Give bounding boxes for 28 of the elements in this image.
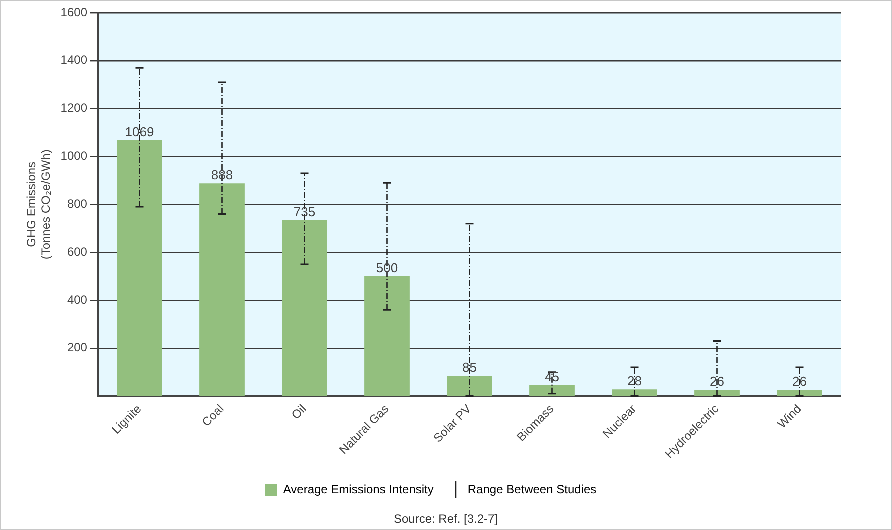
y-tick-label: 800 (67, 196, 88, 211)
data-label: 85 (462, 360, 477, 376)
bar (364, 276, 410, 396)
bar (282, 220, 328, 396)
data-label: 1069 (125, 124, 154, 140)
y-tick-label: 1600 (60, 5, 88, 20)
y-tick-label: 1200 (60, 101, 88, 116)
bar (777, 390, 822, 396)
y-tick-label: 1400 (60, 53, 88, 68)
data-label: 500 (376, 260, 398, 276)
bar (447, 376, 492, 396)
bar (530, 386, 575, 396)
y-tick-label: 1000 (60, 149, 88, 164)
y-axis-title: GHG Emissions (Tonnes CO₂e/GWh) (24, 150, 53, 260)
legend-label: Average Emissions Intensity (283, 482, 434, 496)
data-label: 735 (294, 204, 316, 220)
bar (117, 140, 162, 396)
y-tick-label: 400 (67, 292, 88, 307)
data-label: 45 (545, 370, 560, 385)
y-tick-label: 200 (67, 340, 88, 355)
bar (694, 390, 740, 396)
text: Range Between Studies (468, 482, 597, 496)
bar (200, 184, 245, 396)
data-label: 888 (211, 168, 234, 183)
bar (612, 390, 658, 396)
source-note: Source: Ref. [3.2-7] (394, 512, 498, 526)
x-tick-label: Oil (288, 402, 310, 422)
y-tick-label: 600 (67, 244, 88, 259)
